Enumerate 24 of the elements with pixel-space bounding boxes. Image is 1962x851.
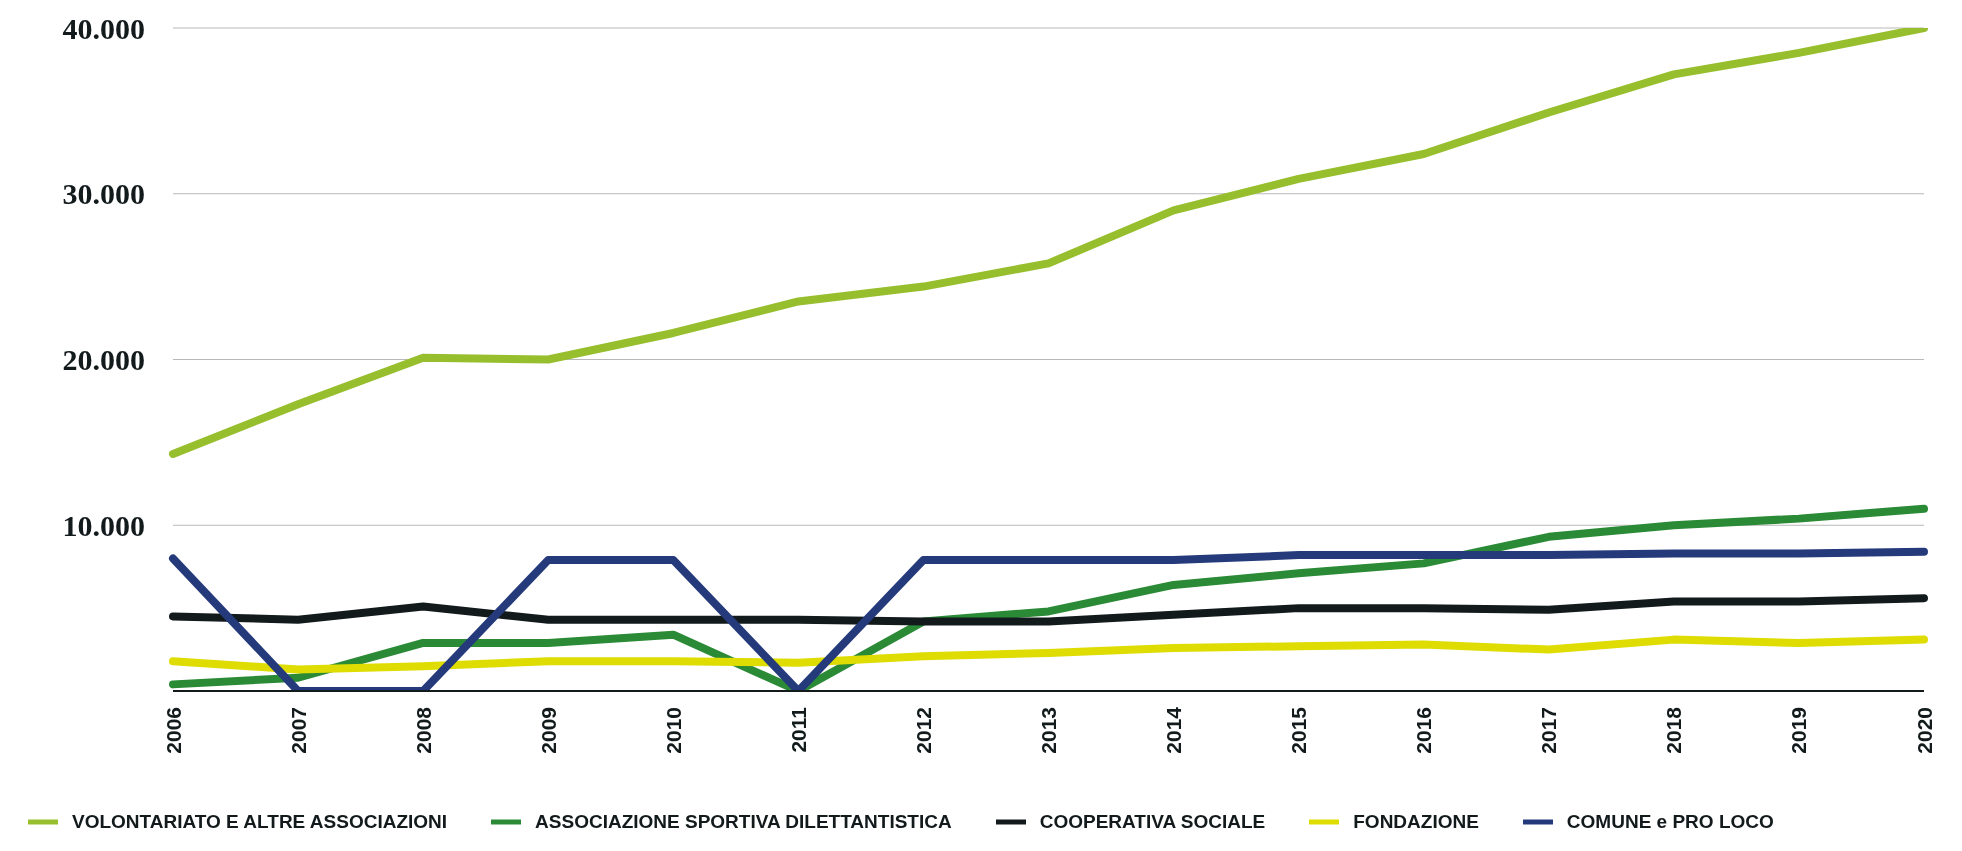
x-tick-label: 2008 [411,706,435,754]
legend-label: COOPERATIVA SOCIALE [1039,811,1266,833]
legend-label: VOLONTARIATO E ALTRE ASSOCIAZIONI [72,811,448,833]
x-tick-label: 2011 [786,706,810,753]
x-tick-label: 2016 [1412,707,1436,754]
x-tick-label: 2020 [1912,707,1936,754]
x-tick-label: 2006 [161,707,185,754]
y-tick-label: 30.000 [62,177,145,211]
x-tick-label: 2015 [1287,706,1311,754]
legend-label: COMUNE e PRO LOCO [1566,811,1774,833]
x-tick-label: 2007 [286,707,310,754]
legend-label: ASSOCIAZIONE SPORTIVA DILETTANTISTICA [535,811,952,833]
x-tick-label: 2009 [536,707,560,754]
x-tick-label: 2012 [911,707,935,754]
x-tick-label: 2014 [1162,706,1186,754]
x-tick-label: 2010 [661,707,685,754]
legend-label: FONDAZIONE [1353,811,1479,833]
x-tick-label: 2018 [1662,706,1686,754]
y-tick-label: 20.000 [62,343,145,377]
x-tick-label: 2013 [1037,707,1060,754]
x-tick-label: 2019 [1787,707,1811,754]
x-tick-label: 2017 [1537,707,1561,754]
y-tick-label: 40.000 [62,11,145,45]
y-tick-label: 10.000 [62,508,145,542]
